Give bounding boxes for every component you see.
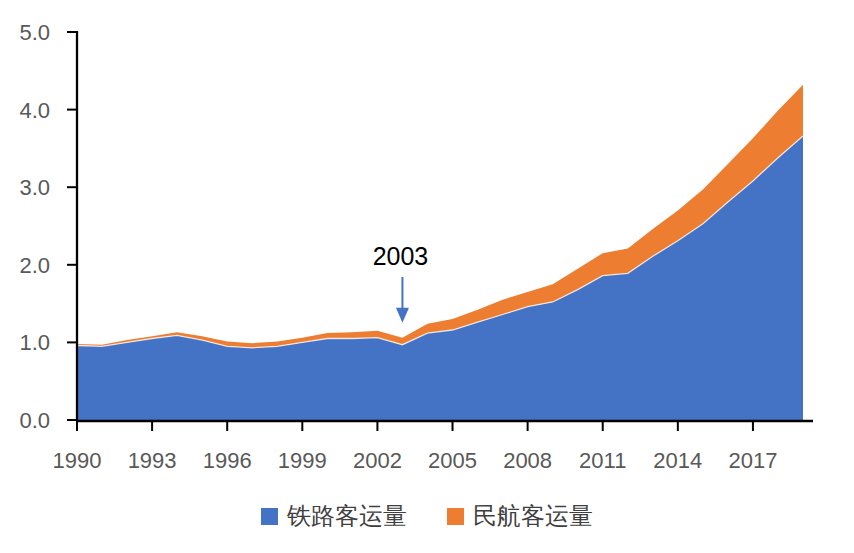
x-axis-tick-label: 2002 [353, 448, 402, 473]
legend-item-aviation: 民航客运量 [447, 502, 593, 530]
x-axis-tick-label: 1999 [278, 448, 327, 473]
y-axis-tick-label: 3.0 [19, 175, 50, 200]
legend-item-railway: 铁路客运量 [261, 502, 407, 530]
x-axis-tick-label: 2011 [579, 448, 626, 473]
x-axis-tick-label: 1996 [203, 448, 252, 473]
x-axis-tick-label: 2008 [503, 448, 552, 473]
y-axis-tick-label: 1.0 [19, 330, 50, 355]
annotation-arrow-icon [396, 308, 409, 323]
x-axis-tick-label: 1990 [53, 448, 102, 473]
railway-area [77, 136, 803, 420]
x-axis-tick-label: 1993 [128, 448, 177, 473]
x-axis-tick-label: 2005 [428, 448, 477, 473]
chart-plot-area: 0.0 1.0 2.0 3.0 4.0 5.0 1990 1993 1996 1999 2002 20… [0, 0, 854, 553]
aviation-legend-swatch-icon [447, 508, 464, 525]
legend: 铁路客运量 民航客运量 [0, 502, 854, 530]
x-axis-tick-label: 2014 [653, 448, 702, 473]
annotation-2003-label: 2003 [373, 242, 429, 270]
stacked-area-chart: 0.0 1.0 2.0 3.0 4.0 5.0 1990 1993 1996 1999 2002 20… [0, 0, 854, 553]
y-axis-tick-label: 5.0 [19, 20, 50, 45]
railway-legend-swatch-icon [261, 508, 278, 525]
y-axis-tick-label: 2.0 [19, 253, 50, 278]
aviation-legend-label: 民航客运量 [473, 502, 593, 530]
railway-legend-label: 铁路客运量 [287, 502, 407, 530]
y-axis-tick-label: 4.0 [19, 98, 50, 123]
y-axis-tick-label: 0.0 [19, 408, 50, 433]
x-axis-tick-label: 2017 [728, 448, 777, 473]
